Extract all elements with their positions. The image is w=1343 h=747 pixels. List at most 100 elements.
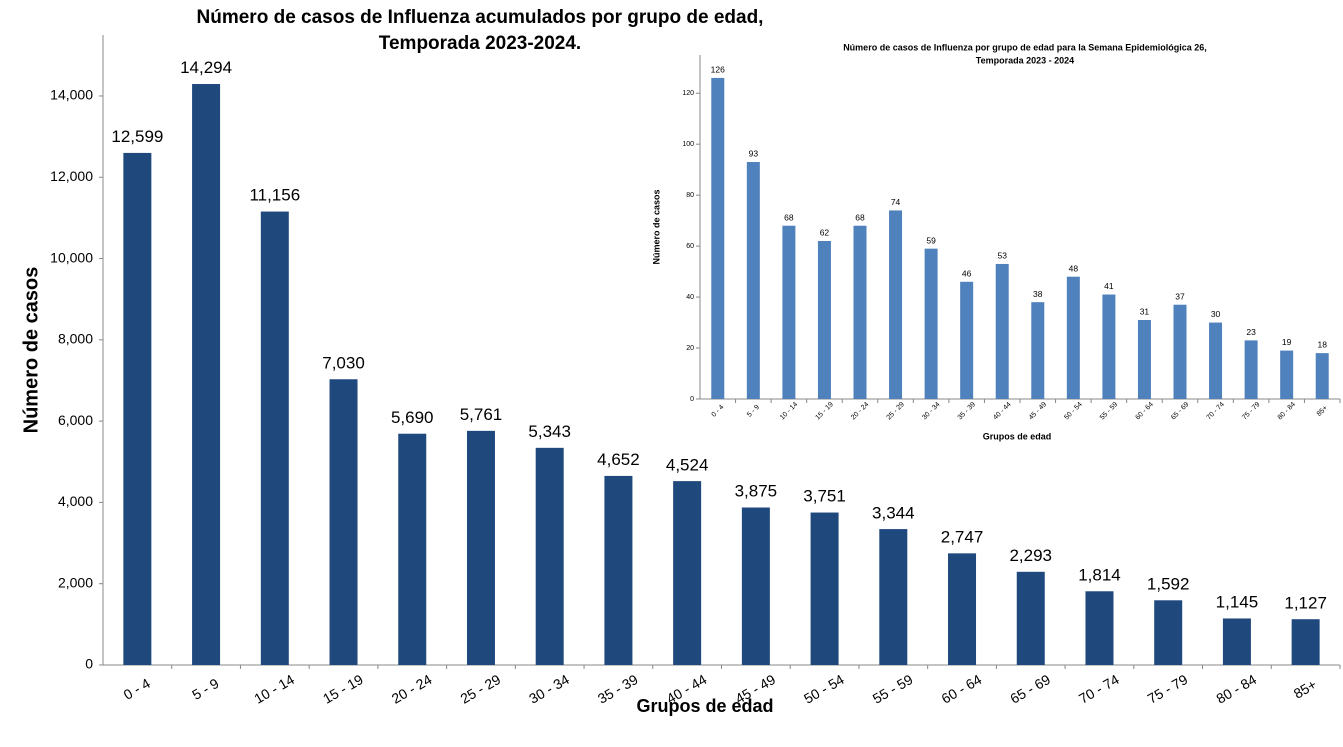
value-label: 53 bbox=[997, 251, 1007, 261]
value-label: 4,652 bbox=[597, 450, 640, 469]
value-label: 3,344 bbox=[872, 503, 915, 522]
bar bbox=[1173, 304, 1187, 399]
x-tick-label: 70 - 74 bbox=[1076, 671, 1122, 707]
value-label: 3,875 bbox=[735, 482, 778, 501]
value-label: 59 bbox=[926, 235, 936, 245]
x-tick-label: 50 - 54 bbox=[1063, 401, 1083, 421]
x-tick-label: 50 - 54 bbox=[801, 671, 847, 707]
value-label: 1,592 bbox=[1147, 574, 1190, 593]
x-tick-label: 10 - 14 bbox=[779, 401, 799, 421]
y-tick-label: 6,000 bbox=[58, 412, 93, 428]
value-label: 41 bbox=[1104, 281, 1114, 291]
y-axis-title: Número de casos bbox=[20, 267, 42, 434]
value-label: 68 bbox=[784, 212, 794, 222]
x-tick-label: 10 - 14 bbox=[251, 671, 297, 707]
bar bbox=[466, 430, 495, 665]
x-tick-label: 25 - 29 bbox=[457, 671, 503, 707]
bar bbox=[995, 263, 1009, 399]
y-tick-label: 2,000 bbox=[58, 574, 93, 590]
x-tick-label: 35 - 39 bbox=[957, 401, 977, 421]
x-tick-label: 80 - 84 bbox=[1213, 671, 1259, 707]
bar bbox=[782, 225, 796, 399]
bar bbox=[889, 210, 903, 399]
value-label: 62 bbox=[820, 228, 830, 238]
x-tick-label: 55 - 59 bbox=[1099, 401, 1119, 421]
bar bbox=[1137, 320, 1151, 399]
bar bbox=[948, 553, 977, 665]
bar bbox=[673, 481, 702, 665]
x-tick-label: 55 - 59 bbox=[870, 671, 916, 707]
x-tick-label: 45 - 49 bbox=[1028, 401, 1048, 421]
y-tick-label: 60 bbox=[686, 243, 694, 250]
x-tick-label: 30 - 34 bbox=[526, 671, 572, 707]
x-tick-label: 0 - 4 bbox=[711, 404, 726, 419]
value-label: 2,293 bbox=[1009, 546, 1052, 565]
value-label: 2,747 bbox=[941, 528, 984, 547]
x-tick-label: 80 - 84 bbox=[1277, 401, 1297, 421]
value-label: 5,761 bbox=[460, 405, 503, 424]
value-label: 74 bbox=[891, 197, 901, 207]
x-tick-label: 60 - 64 bbox=[1135, 401, 1155, 421]
x-tick-label: 5 - 9 bbox=[189, 675, 221, 703]
bar bbox=[1031, 302, 1045, 399]
value-label: 38 bbox=[1033, 289, 1043, 299]
value-label: 5,343 bbox=[528, 422, 571, 441]
bar bbox=[711, 77, 725, 399]
x-tick-label: 15 - 19 bbox=[320, 671, 366, 707]
bar bbox=[960, 281, 974, 399]
value-label: 46 bbox=[962, 268, 972, 278]
y-tick-label: 80 bbox=[686, 192, 694, 199]
bar bbox=[817, 241, 831, 399]
value-label: 12,599 bbox=[111, 127, 163, 146]
bar bbox=[1209, 322, 1223, 399]
x-tick-label: 30 - 34 bbox=[921, 401, 941, 421]
bar bbox=[604, 475, 633, 665]
y-tick-label: 4,000 bbox=[58, 493, 93, 509]
value-label: 23 bbox=[1246, 327, 1256, 337]
value-label: 31 bbox=[1140, 307, 1150, 317]
bar bbox=[1291, 619, 1320, 665]
x-tick-label: 25 - 29 bbox=[886, 401, 906, 421]
x-tick-label: 65 - 69 bbox=[1170, 401, 1190, 421]
bar bbox=[329, 379, 358, 665]
bar bbox=[879, 529, 908, 665]
value-label: 1,814 bbox=[1078, 565, 1121, 584]
value-label: 68 bbox=[855, 212, 865, 222]
y-axis-title: Número de casos bbox=[651, 189, 661, 264]
x-tick-label: 75 - 79 bbox=[1145, 671, 1191, 707]
y-tick-label: 120 bbox=[682, 90, 694, 97]
value-label: 14,294 bbox=[180, 58, 232, 77]
bar bbox=[746, 162, 760, 399]
value-label: 3,751 bbox=[803, 487, 846, 506]
value-label: 11,156 bbox=[249, 186, 300, 205]
bar bbox=[535, 447, 564, 665]
x-tick-label: 70 - 74 bbox=[1206, 401, 1226, 421]
bar bbox=[1016, 571, 1045, 665]
bar bbox=[1102, 294, 1116, 399]
x-tick-label: 85+ bbox=[1316, 405, 1329, 418]
x-tick-label: 20 - 24 bbox=[850, 401, 870, 421]
bar bbox=[192, 84, 221, 665]
x-axis-title: Grupos de edad bbox=[636, 696, 773, 716]
x-tick-label: 0 - 4 bbox=[121, 675, 153, 703]
y-tick-label: 8,000 bbox=[58, 331, 93, 347]
value-label: 30 bbox=[1211, 309, 1221, 319]
y-tick-label: 0 bbox=[690, 396, 694, 403]
x-tick-label: 35 - 39 bbox=[595, 671, 641, 707]
bar bbox=[123, 152, 152, 665]
bar bbox=[1244, 340, 1258, 399]
x-tick-label: 5 - 9 bbox=[746, 404, 761, 419]
bar bbox=[810, 512, 839, 665]
y-tick-label: 10,000 bbox=[50, 249, 93, 265]
bar bbox=[1085, 591, 1114, 665]
chart-title: Temporada 2023 - 2024 bbox=[976, 55, 1074, 65]
x-axis-title: Grupos de edad bbox=[983, 431, 1052, 441]
y-tick-label: 20 bbox=[686, 345, 694, 352]
chart-title: Temporada 2023-2024. bbox=[379, 33, 581, 54]
x-tick-label: 60 - 64 bbox=[939, 671, 985, 707]
y-tick-label: 100 bbox=[682, 141, 694, 148]
y-tick-label: 14,000 bbox=[50, 87, 93, 103]
value-label: 7,030 bbox=[322, 353, 365, 372]
bar bbox=[741, 507, 770, 665]
